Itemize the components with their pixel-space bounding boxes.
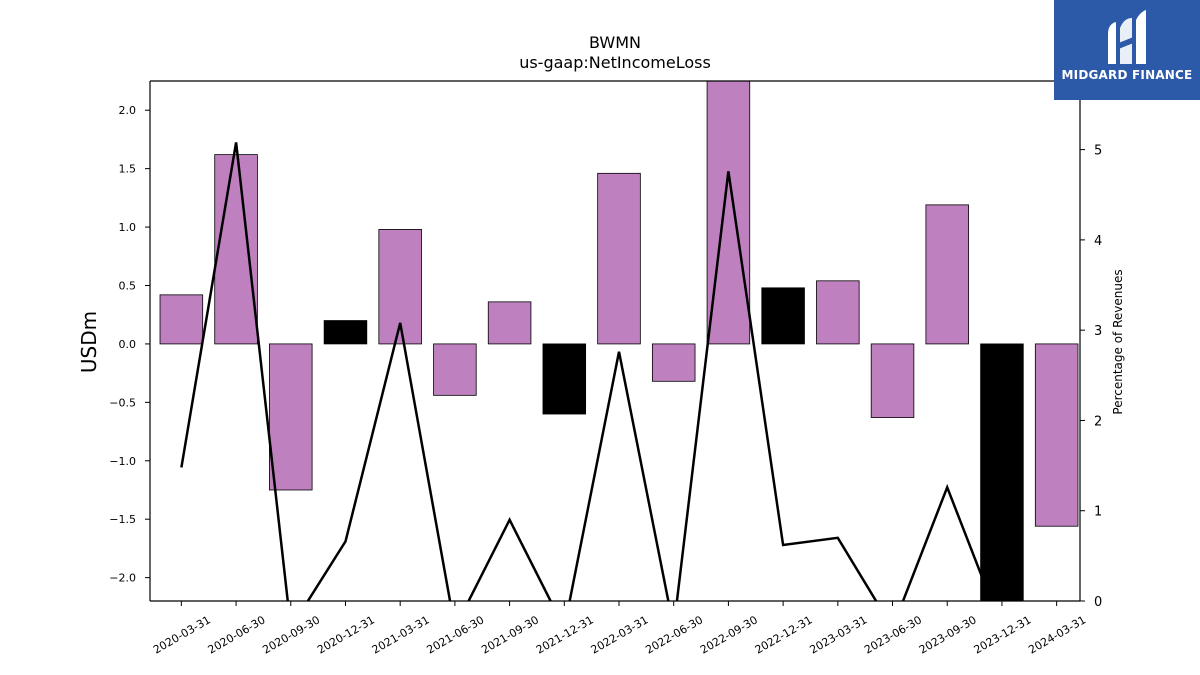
ytick-label: 1.0 bbox=[119, 221, 137, 234]
y2tick-label: 3 bbox=[1094, 324, 1102, 339]
xtick-label: 2022-03-31 bbox=[589, 613, 651, 656]
bar-2021-12-31 bbox=[542, 343, 587, 415]
logo-mark-icon bbox=[1108, 10, 1146, 64]
xtick-label: 2021-12-31 bbox=[534, 613, 596, 656]
ytick-label: −2.0 bbox=[109, 572, 136, 585]
y2tick-label: 1 bbox=[1094, 505, 1102, 520]
xtick-label: 2021-09-30 bbox=[479, 613, 541, 656]
bar-2024-03-31 bbox=[1034, 343, 1079, 527]
logo: MIDGARD FINANCE bbox=[1054, 0, 1200, 100]
ytick-label: −1.5 bbox=[109, 513, 136, 526]
xtick-label: 2020-09-30 bbox=[260, 613, 322, 656]
bar-2023-06-30 bbox=[870, 343, 915, 418]
percentage-line bbox=[180, 142, 993, 601]
y2tick-label: 4 bbox=[1094, 234, 1102, 249]
xtick-label: 2021-06-30 bbox=[425, 613, 487, 656]
logo-text: MIDGARD FINANCE bbox=[1061, 68, 1193, 82]
xtick-label: 2021-03-31 bbox=[370, 613, 432, 656]
bar-2021-09-30 bbox=[487, 301, 532, 345]
chart-title: BWMN bbox=[589, 33, 641, 52]
xtick-label: 2024-03-31 bbox=[1026, 613, 1088, 656]
xtick-label: 2023-12-31 bbox=[972, 613, 1034, 656]
bar-2020-06-30 bbox=[214, 154, 258, 345]
ytick-label: 1.5 bbox=[119, 163, 137, 176]
xtick-label: 2023-03-31 bbox=[807, 613, 869, 656]
bar-2020-12-31 bbox=[323, 320, 368, 345]
xtick-label: 2020-12-31 bbox=[315, 613, 377, 656]
bar-2021-06-30 bbox=[433, 343, 477, 396]
y-axis-label: USDm bbox=[77, 311, 101, 373]
chart-subtitle: us-gaap:NetIncomeLoss bbox=[519, 53, 711, 72]
bar-2020-03-31 bbox=[159, 294, 204, 345]
ytick-label: 0.0 bbox=[119, 338, 137, 351]
bar-2023-12-31 bbox=[980, 343, 1024, 601]
y2tick-label: 2 bbox=[1094, 414, 1102, 429]
xtick-label: 2020-06-30 bbox=[206, 613, 268, 656]
xtick-label: 2022-12-31 bbox=[753, 613, 815, 656]
y2tick-label: 5 bbox=[1094, 144, 1102, 159]
ytick-label: −1.0 bbox=[109, 455, 136, 468]
ytick-label: 2.0 bbox=[119, 104, 137, 117]
xtick-label: 2023-09-30 bbox=[917, 613, 979, 656]
bar-2023-03-31 bbox=[816, 280, 860, 345]
xtick-label: 2022-09-30 bbox=[698, 613, 760, 656]
y2-axis-label: Percentage of Revenues bbox=[1111, 269, 1125, 414]
bar-2022-12-31 bbox=[761, 287, 805, 345]
xtick-label: 2023-06-30 bbox=[862, 613, 924, 656]
xtick-label: 2020-03-31 bbox=[151, 613, 213, 656]
ytick-label: −0.5 bbox=[109, 396, 136, 409]
bar-2022-03-31 bbox=[597, 172, 641, 345]
bar-2023-09-30 bbox=[925, 204, 969, 345]
bar-2022-06-30 bbox=[651, 343, 696, 382]
xtick-label: 2022-06-30 bbox=[643, 613, 705, 656]
ytick-label: 0.5 bbox=[119, 279, 137, 292]
bar-2020-09-30 bbox=[269, 343, 313, 491]
y2tick-label: 0 bbox=[1094, 595, 1102, 610]
